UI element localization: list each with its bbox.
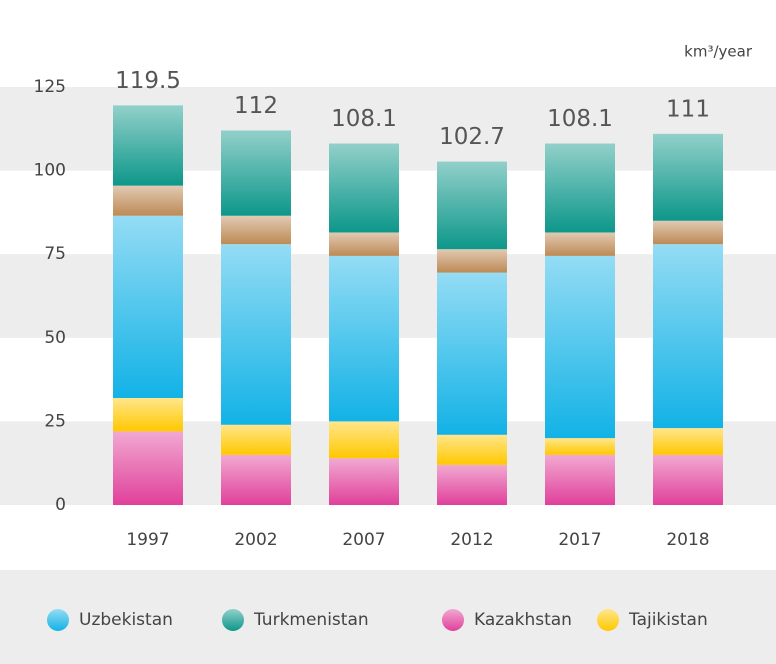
legend-label: Tajikistan — [628, 610, 708, 630]
y-tick-label: 25 — [44, 411, 66, 431]
bar-segment — [437, 161, 507, 250]
bar-segment — [221, 130, 291, 216]
bar-segment — [329, 232, 399, 256]
bar-segment — [437, 434, 507, 465]
bar-segment — [437, 272, 507, 435]
bar-segment — [545, 232, 615, 256]
bar-segment — [329, 421, 399, 459]
total-label: 112 — [234, 93, 278, 119]
legend-swatch — [597, 609, 619, 631]
legend-label: Turkmenistan — [253, 610, 369, 630]
bar-segment — [545, 255, 615, 439]
bar-segment — [653, 428, 723, 455]
bar-segment — [113, 215, 183, 398]
x-tick-label: 1997 — [126, 530, 169, 550]
bar-segment — [221, 244, 291, 425]
bar-segment — [113, 397, 183, 432]
bar-segment — [113, 185, 183, 216]
legend-label: Kazakhstan — [474, 610, 572, 630]
y-tick-label: 100 — [34, 161, 66, 181]
legend-swatch — [222, 609, 244, 631]
x-tick-label: 2018 — [666, 530, 709, 550]
bar-segment — [653, 220, 723, 245]
bar-segment — [221, 215, 291, 245]
total-label: 108.1 — [331, 106, 397, 132]
bar-segment — [329, 143, 399, 233]
unit-label: km³/year — [684, 43, 753, 61]
bar-segment — [545, 454, 615, 505]
bar-segment — [653, 454, 723, 505]
x-tick-label: 2007 — [342, 530, 385, 550]
y-tick-label: 0 — [55, 495, 66, 515]
bar-segment — [437, 249, 507, 273]
bar-segment — [653, 244, 723, 429]
bar-segment — [113, 431, 183, 505]
bar-segment — [113, 105, 183, 186]
x-tick-label: 2012 — [450, 530, 493, 550]
x-tick-label: 2017 — [558, 530, 601, 550]
legend-swatch — [442, 609, 464, 631]
total-label: 111 — [666, 96, 710, 122]
y-tick-label: 75 — [44, 244, 66, 264]
legend-label: Uzbekistan — [79, 610, 173, 630]
total-label: 108.1 — [547, 106, 613, 132]
legend-swatch — [47, 609, 69, 631]
bar-segment — [329, 458, 399, 505]
bar-segment — [653, 133, 723, 221]
y-tick-label: 125 — [34, 77, 66, 97]
y-tick-label: 50 — [44, 328, 66, 348]
bar-segment — [221, 424, 291, 455]
bar-segment — [545, 438, 615, 455]
total-label: 119.5 — [115, 68, 181, 94]
bar-segment — [545, 143, 615, 233]
x-tick-label: 2002 — [234, 530, 277, 550]
bar-segment — [437, 464, 507, 505]
legend-background — [0, 570, 776, 664]
bar-segment — [221, 454, 291, 505]
total-label: 102.7 — [439, 124, 505, 150]
bar-segment — [329, 255, 399, 422]
